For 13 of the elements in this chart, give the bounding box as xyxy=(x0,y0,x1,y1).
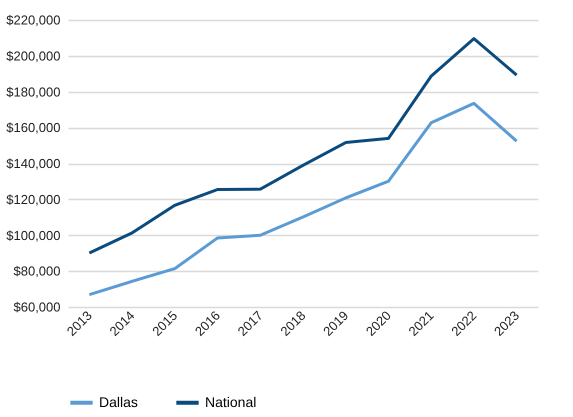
y-tick-label: $180,000 xyxy=(6,84,60,100)
legend-label: National xyxy=(205,394,256,410)
y-tick-label: $60,000 xyxy=(14,300,60,314)
y-tick-label: $160,000 xyxy=(6,120,60,136)
y-tick-label: $80,000 xyxy=(14,264,60,279)
y-tick-label: $220,000 xyxy=(6,12,60,28)
y-tick-label: $100,000 xyxy=(6,228,60,243)
legend-label: Dallas xyxy=(99,394,138,410)
y-tick-label: $120,000 xyxy=(6,192,60,207)
y-tick-label: $200,000 xyxy=(6,48,60,64)
line-series xyxy=(88,102,518,296)
y-tick-label: $140,000 xyxy=(6,156,60,171)
line-series xyxy=(88,37,518,255)
